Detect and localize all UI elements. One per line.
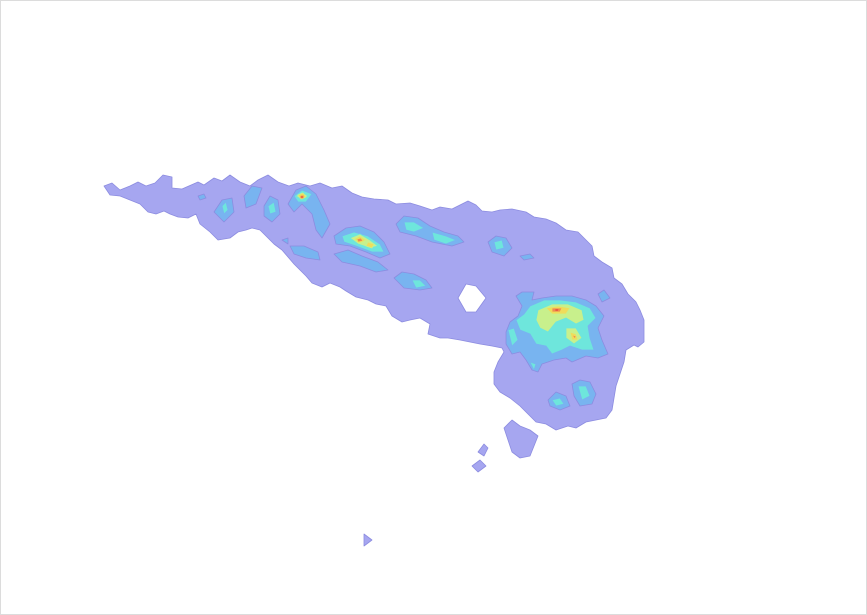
contour-patch [300,195,304,199]
contour-patch [571,334,577,340]
contour-patch [411,279,427,289]
contour-patch [554,308,560,312]
contour-patch [535,303,585,333]
contour-patch [221,201,229,215]
main-landmass [103,174,645,431]
contour-patch [507,327,519,347]
contour-patch [529,361,537,371]
contour-patch [577,385,591,401]
contour-patch [519,253,535,261]
islet-3 [363,533,373,547]
contour-patch [493,239,505,251]
contour-patch [289,245,321,261]
contour-patch [197,193,207,201]
contour-patch [431,231,457,245]
islet-1 [477,443,489,457]
contour-patch [356,237,364,243]
contour-patch [333,249,389,273]
contour-patch [551,397,565,407]
contour-patch [243,185,263,209]
contour-patch [281,237,289,245]
southern-spur [503,419,539,459]
density-level-1 [103,174,645,547]
density-level-7 [300,195,560,312]
contour-patch [365,241,375,249]
contour-patch [403,221,425,233]
contour-patch [597,289,611,303]
islet-2 [471,459,487,473]
contour-patch [267,201,277,215]
